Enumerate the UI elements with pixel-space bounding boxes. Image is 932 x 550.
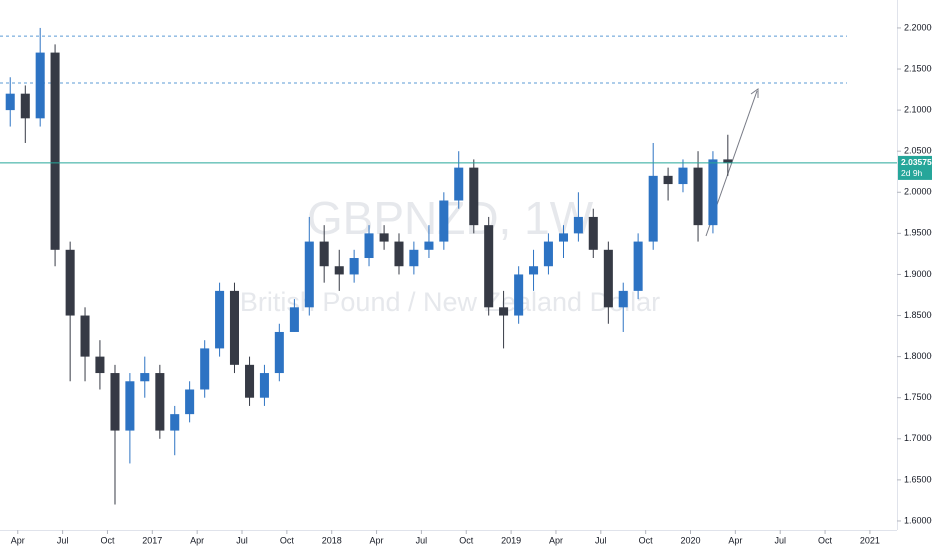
candle-body [110,373,120,431]
candle-body [170,414,180,431]
x-tick-label: Jul [774,535,786,545]
candle-body [648,175,658,242]
x-tick-label: Jul [236,535,248,545]
candle-body [289,307,299,332]
x-tick-label: Oct [818,535,833,545]
candle-body [155,373,165,431]
candle-body [185,389,195,415]
countdown-label: 2d 9h [901,168,923,178]
x-tick-label: Jul [595,535,607,545]
candle-body [439,200,449,242]
y-tick-label: 1.85000 [904,310,932,320]
candle-body [454,167,464,201]
y-tick-label: 2.20000 [904,22,932,32]
candle-body [529,266,539,275]
candle-body [663,175,673,185]
x-tick-label: Oct [280,535,295,545]
candle-body [245,364,255,398]
candle-body [603,249,613,308]
candle-body [678,167,688,185]
x-tick-label: Apr [11,535,25,545]
candle-body [588,216,598,250]
y-tick-label: 2.10000 [904,104,932,114]
candle-body [200,348,210,390]
candle-body [573,216,583,234]
candle-body [558,233,569,242]
x-tick-label: Jul [416,535,428,545]
x-tick-label: 2020 [680,535,700,545]
last-price-badge [898,155,932,180]
candle-body [65,249,75,316]
watermark-description: British Pound / New Zealand Dollar [240,287,660,317]
candle-body [708,159,718,226]
x-tick-label: 2018 [322,535,342,545]
candle-body [499,307,509,316]
y-tick-label: 1.60000 [904,515,932,525]
candle-body [693,167,703,226]
candle-body [379,233,389,242]
x-tick-label: 2019 [501,535,521,545]
y-tick-label: 1.65000 [904,474,932,484]
y-tick-label: 2.05000 [904,146,932,156]
candle-body [95,356,105,374]
candle-body [35,52,45,119]
candle-body [633,241,643,291]
candle-body [140,373,150,382]
arrow-head [750,88,759,98]
candle-body [334,266,344,275]
last-price-label: 2.03575 [901,157,932,167]
x-tick-label: Apr [549,535,563,545]
y-tick-label: 2.00000 [904,187,932,197]
x-tick-label: Apr [728,535,742,545]
candle-body [424,241,434,250]
candle-body [304,241,314,308]
candle-body [20,93,30,119]
candle-body [723,159,733,163]
x-tick-label: Oct [459,535,474,545]
candle-body [364,233,374,259]
x-tick-label: 2017 [142,535,162,545]
y-tick-label: 2.15000 [904,63,932,73]
candle-body [319,241,329,267]
watermark-symbol: GBPNZD, 1W [307,192,594,244]
candle-body [5,93,15,111]
y-tick-label: 1.90000 [904,269,932,279]
candle-body [349,258,359,275]
candle-body [394,241,404,267]
x-tick-label: Oct [100,535,115,545]
candle-body [618,290,628,308]
y-tick-label: 1.70000 [904,433,932,443]
candle-body [274,331,284,374]
candle-body [484,225,494,308]
candle-body [229,290,239,365]
y-tick-label: 1.80000 [904,351,932,361]
y-tick-label: 1.75000 [904,392,932,402]
candle-body [215,290,225,349]
candle-body [514,274,524,316]
candle-body [543,241,553,267]
candle-body [409,249,419,267]
candle-body [50,52,60,250]
candle-body [125,381,135,431]
candle-body [469,167,479,226]
x-tick-label: 2021 [860,535,880,545]
candle-body [80,315,90,357]
x-tick-label: Oct [639,535,654,545]
x-tick-label: Apr [190,535,204,545]
x-tick-label: Jul [57,535,69,545]
candle-body [259,373,269,398]
y-tick-label: 1.95000 [904,228,932,238]
x-tick-label: Apr [370,535,384,545]
